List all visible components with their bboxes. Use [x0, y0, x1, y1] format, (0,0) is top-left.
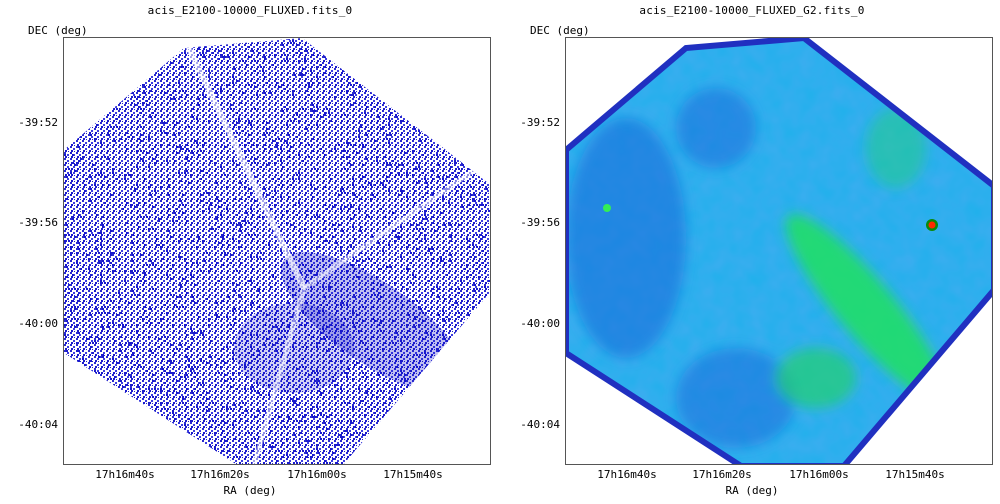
right-x-axis-label: RA (deg): [725, 484, 779, 497]
left-x-axis-label: RA (deg): [223, 484, 277, 497]
left-ytick-1: -39:52: [18, 116, 58, 129]
right-ytick-1: -39:52: [520, 116, 560, 129]
right-sky-image: [566, 38, 992, 464]
left-image-panel: acis_E2100-10000_FLUXED.fits_0 DEC (deg): [18, 4, 491, 497]
left-ytick-3: -40:00: [18, 317, 58, 330]
right-panel-title: acis_E2100-10000_FLUXED_G2.fits_0: [639, 4, 865, 17]
bright-source-core: [928, 221, 936, 229]
left-xtick-3: 17h16m00s: [287, 468, 347, 481]
left-xtick-2: 17h16m20s: [190, 468, 250, 481]
left-y-axis-label: DEC (deg): [28, 24, 88, 37]
faint-source-marker: [603, 204, 611, 212]
right-image-panel: acis_E2100-10000_FLUXED_G2.fits_0 DEC (d…: [502, 0, 1000, 504]
right-ytick-2: -39:56: [520, 216, 560, 229]
right-xtick-4: 17h15m40s: [885, 468, 945, 481]
right-image-frame[interactable]: [565, 37, 993, 465]
left-xtick-4: 17h15m40s: [383, 468, 443, 481]
right-xtick-2: 17h16m20s: [692, 468, 752, 481]
right-ytick-4: -40:04: [520, 418, 560, 431]
right-field-edge: [566, 38, 992, 464]
right-y-axis-label: DEC (deg): [530, 24, 590, 37]
left-sky-image: [64, 38, 490, 464]
right-xtick-3: 17h16m00s: [789, 468, 849, 481]
left-ytick-2: -39:56: [18, 216, 58, 229]
right-xtick-1: 17h16m40s: [597, 468, 657, 481]
right-ytick-3: -40:00: [520, 317, 560, 330]
left-xtick-1: 17h16m40s: [95, 468, 155, 481]
left-image-frame[interactable]: [63, 37, 491, 465]
left-panel-title: acis_E2100-10000_FLUXED.fits_0: [147, 4, 353, 17]
left-ytick-4: -40:04: [18, 418, 58, 431]
